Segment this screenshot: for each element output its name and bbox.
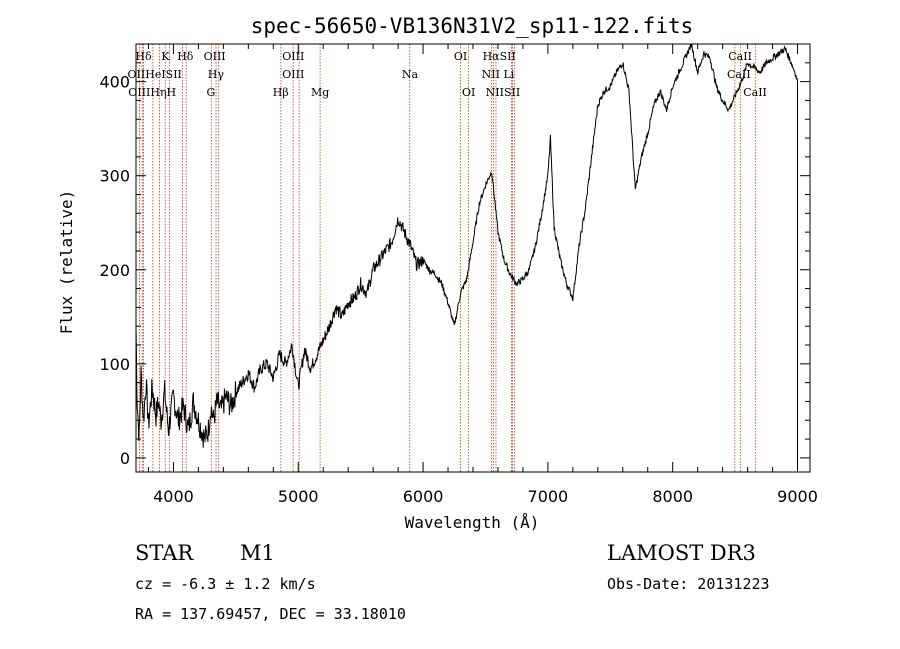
x-tick-label: 5000 [278,487,319,506]
object-class: STAR [135,541,194,565]
line-marker-label: Mg [311,86,329,99]
y-axis-title: Flux (relative) [57,190,76,335]
line-marker-label: OI [454,50,467,63]
line-marker-label: NIISII [486,86,521,99]
redshift-velocity: cz = -6.3 ± 1.2 km/s [135,575,316,593]
line-marker-label: G [206,86,215,99]
line-marker-label: Hδ [135,50,152,63]
line-marker-label: Hδ [177,50,194,63]
line-markers [138,44,756,472]
line-marker-label: Na [402,68,419,81]
spectrum-line [135,43,798,468]
y-tick-label: 400 [99,73,130,92]
y-axis-ticks: 0 100 200 300 400 [99,62,810,468]
line-marker-label: HαSII [483,50,516,63]
x-axis-ticks: 4000 5000 6000 7000 8000 9000 [147,44,818,506]
survey-name: LAMOST DR3 [607,541,756,565]
line-marker-label: OIIIHηH [128,86,176,99]
coordinates: RA = 137.69457, DEC = 33.18010 [135,605,406,623]
line-marker-label: CaII [743,86,767,99]
line-marker-label: OI [462,86,475,99]
y-tick-label: 200 [99,261,130,280]
line-marker-label: OIII [282,68,304,81]
chart-title: spec-56650-VB136N31V2_sp11-122.fits [251,14,694,38]
line-marker-label: OIIHeISII [128,68,182,81]
y-tick-label: 100 [99,355,130,374]
y-tick-label: 0 [120,449,130,468]
x-tick-label: 7000 [528,487,569,506]
observation-date: Obs-Date: 20131223 [607,575,770,593]
line-marker-labels: Hδ K Hδ OIII OIII OI HαSII CaII OIIHeISII Hγ OIII N… [128,50,767,99]
line-marker-label: CaII [728,50,752,63]
line-marker-label: Hγ [208,68,225,81]
line-marker-label: CaII [727,68,751,81]
line-marker-label: NII Li [482,68,515,81]
x-tick-label: 6000 [403,487,444,506]
x-tick-label: 9000 [777,487,818,506]
x-axis-title: Wavelength (Å) [405,513,540,532]
line-marker-label: OIII [204,50,226,63]
subclass: M1 [240,541,275,565]
plot-frame [135,43,811,473]
line-marker-label: OIII [282,50,304,63]
x-tick-label: 8000 [652,487,693,506]
y-tick-label: 300 [99,167,130,186]
x-tick-label: 4000 [153,487,194,506]
line-marker-label: Hβ [273,86,289,99]
line-marker-label: K [161,50,170,63]
